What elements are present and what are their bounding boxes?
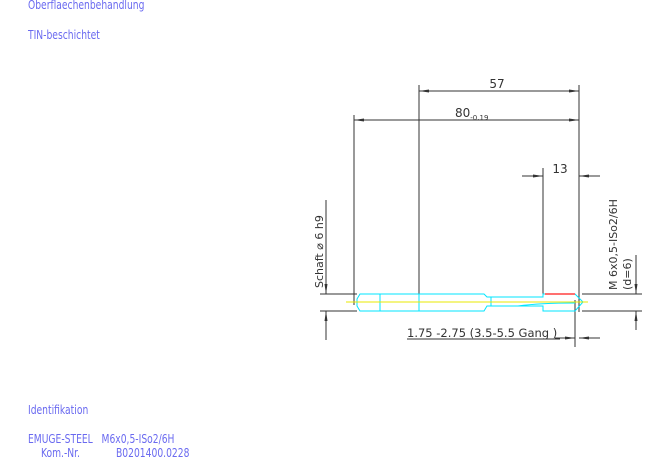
chamfer-label: 1.75 -2.75 (3.5-5.5 Gang ) [407,326,557,340]
dimension-lines [324,89,638,340]
shaft-label: Schaft ⌀ 6 h9 [313,215,326,288]
thread-d-label: (d=6) [621,258,634,290]
kom-value: B0201400.0228 [116,446,190,460]
identification-label: Identifikation [28,403,89,417]
surface-treatment-label: Oberflaechenbehandlung [28,0,145,12]
kom-label: Kom.-Nr. [41,446,80,460]
product-line: EMUGE-STEEL M6x0,5-ISo2/6H [28,432,175,446]
surface-treatment-value: TIN-beschichtet [28,28,100,42]
dim-57-label: 57 [489,77,504,91]
extension-lines [320,85,642,347]
dim-80-label: 80-0.19 [455,106,488,122]
thread-label: M 6x0,5-ISo2/6H [607,199,620,290]
dim-13-label: 13 [552,162,567,176]
